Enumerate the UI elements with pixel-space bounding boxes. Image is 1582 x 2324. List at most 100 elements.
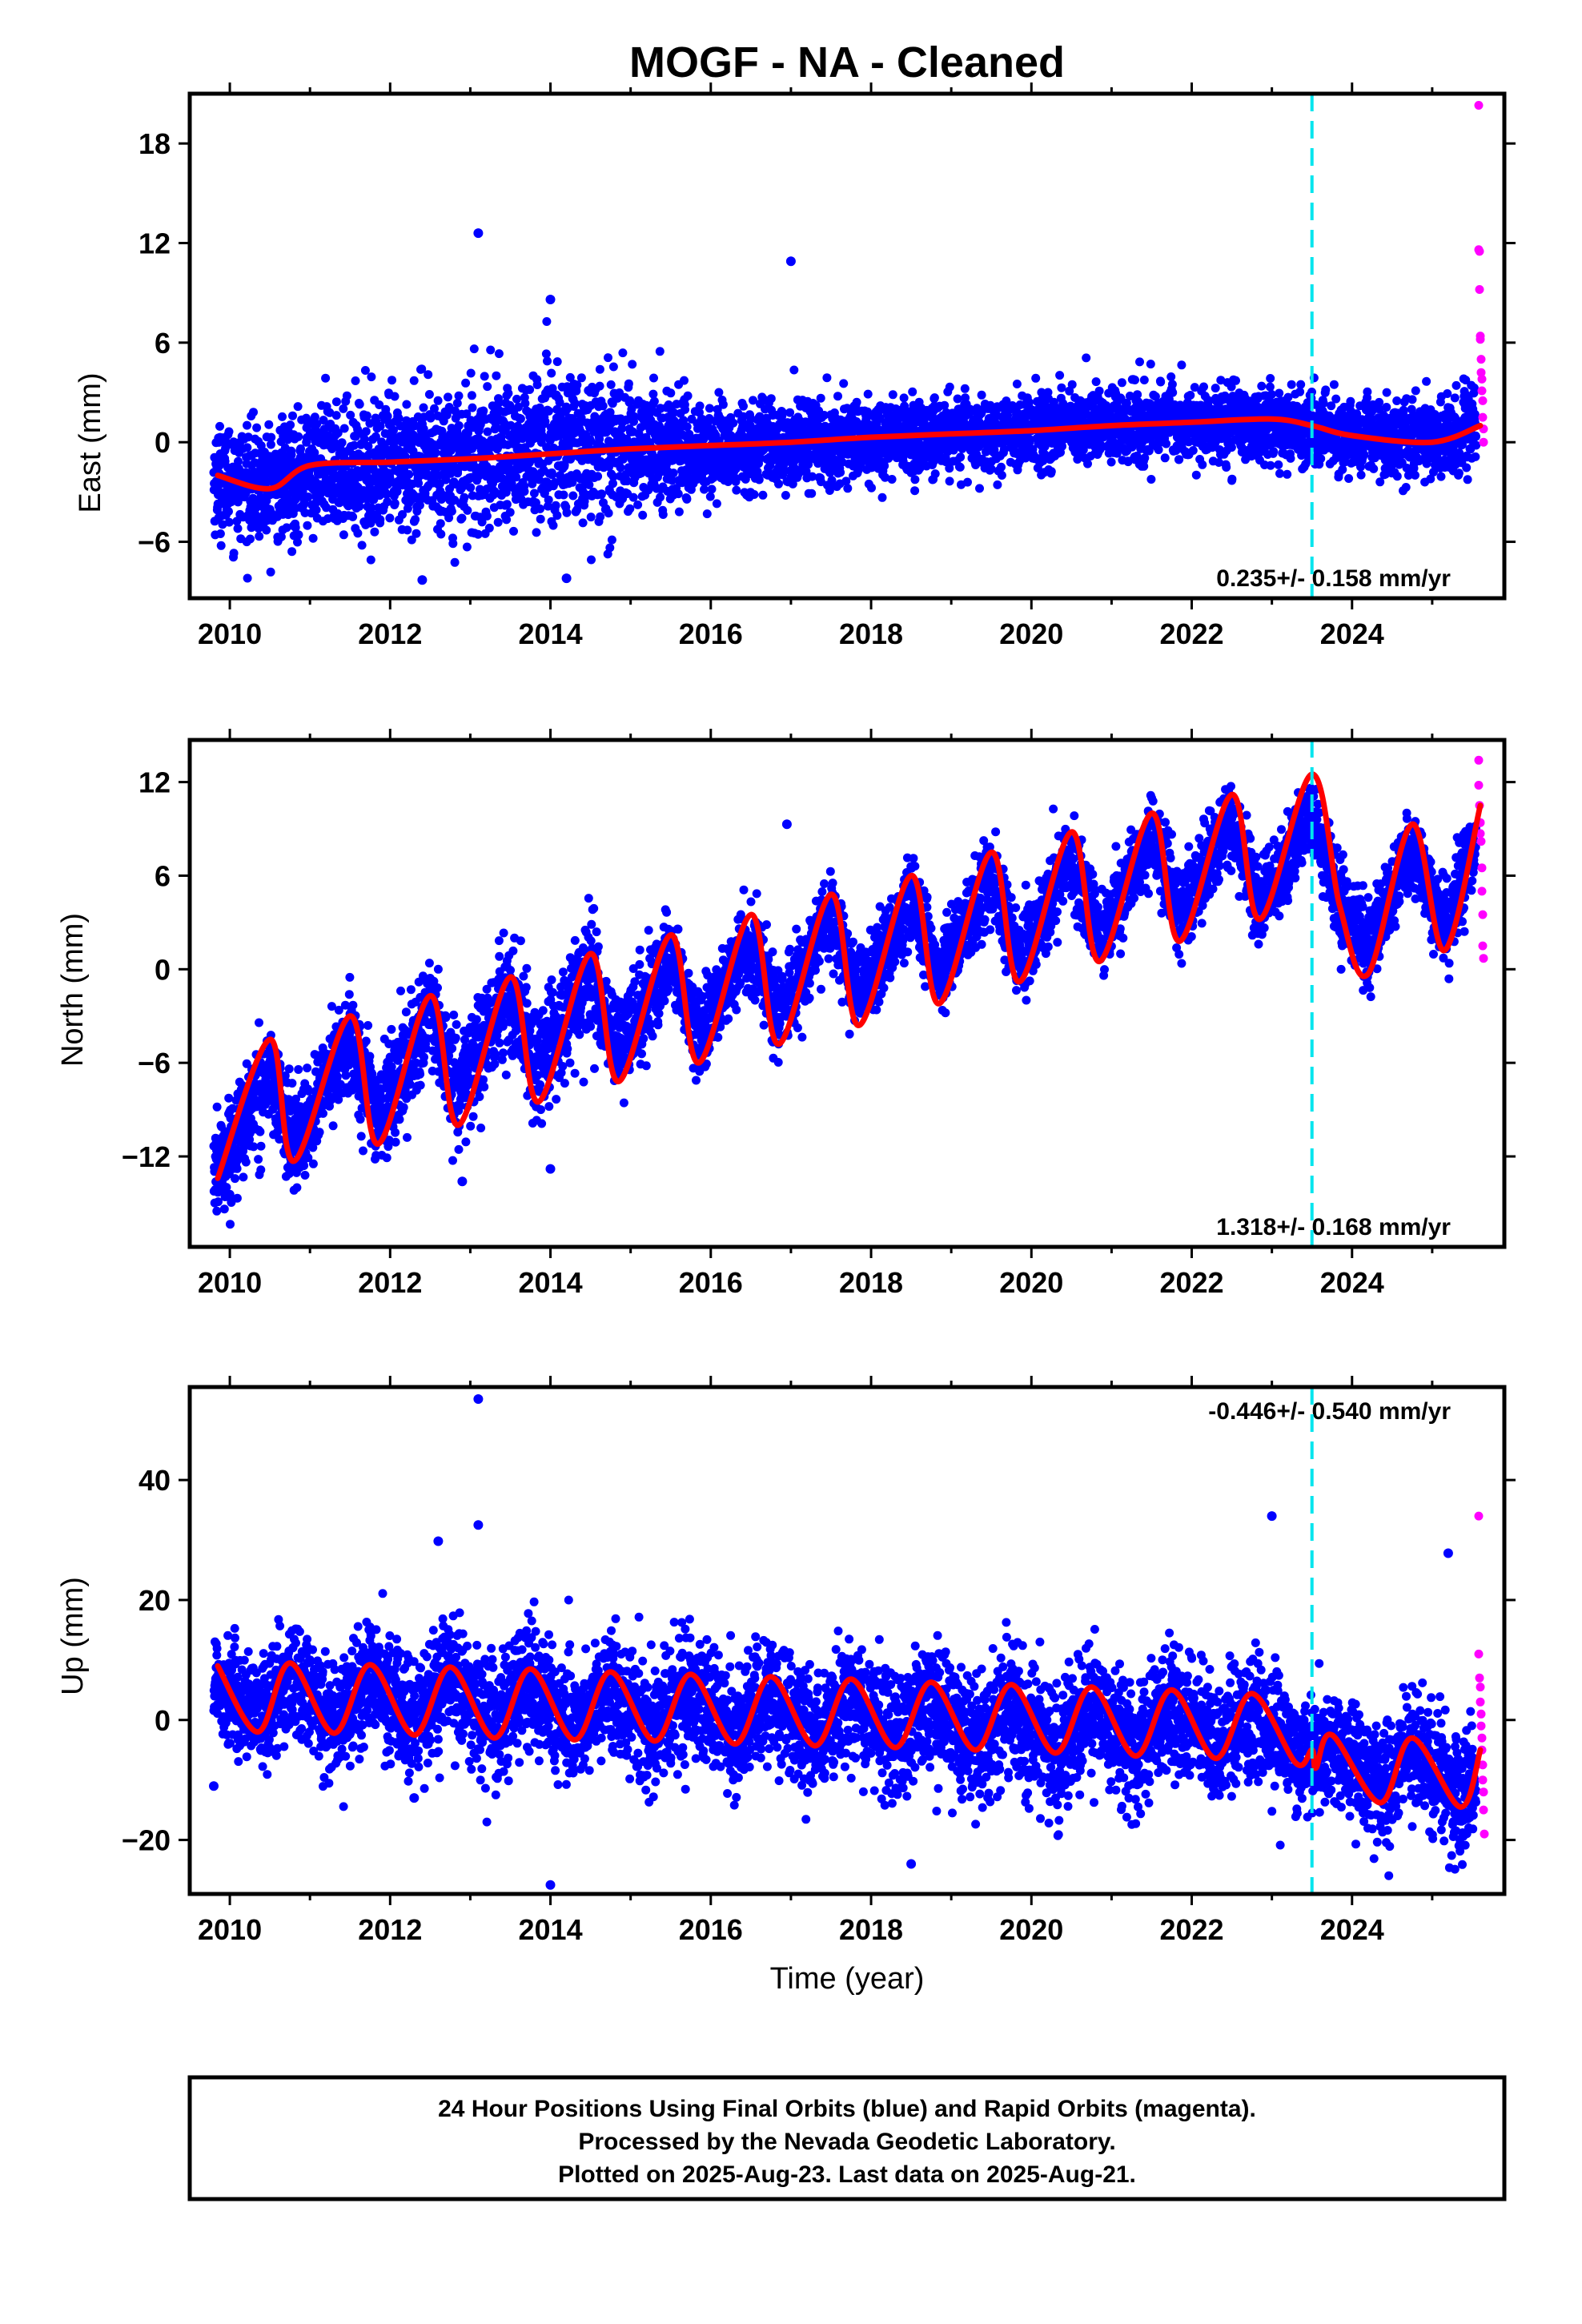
final-orbit-point [294,530,303,540]
final-orbit-point [1130,376,1139,384]
final-orbit-point [409,376,419,385]
final-orbit-point [467,391,476,400]
final-orbit-point [322,503,331,513]
final-orbit-point [466,483,476,493]
final-orbit-point [484,523,494,533]
final-orbit-point [707,485,717,494]
final-orbit-point [424,370,433,380]
final-orbit-point [555,398,564,407]
final-orbit-point [1057,383,1066,392]
final-orbit-point [300,508,310,517]
final-orbit-point [598,401,608,411]
final-orbit-point [355,400,364,409]
final-orbit-point [638,510,648,520]
final-orbit-point [276,532,286,541]
final-orbit-point [1188,446,1198,455]
final-orbit-point [398,510,407,519]
final-orbit-point [360,366,370,375]
final-orbit-point [387,376,396,385]
final-orbit-point [291,523,300,533]
final-orbit-point [331,411,341,420]
final-orbit-point [785,408,795,417]
final-orbit-point [243,573,252,583]
final-orbit-point [1139,376,1149,384]
final-orbit-point [482,511,492,521]
final-orbit-point [342,391,351,400]
final-orbit-point [781,491,790,500]
final-orbit-point [492,371,501,380]
final-orbit-point [1269,447,1279,456]
final-orbit-point [466,368,476,378]
final-orbit-point [486,345,496,355]
final-orbit-point [1222,463,1231,472]
final-orbit-point [234,456,243,466]
final-orbit-point [457,513,467,523]
final-orbit-point [544,495,553,505]
final-orbit-point [483,382,492,392]
final-orbit-point [282,523,291,533]
final-orbit-point [296,444,305,453]
final-orbit-point [444,513,454,523]
final-orbit-point [618,348,628,358]
final-orbit-point [504,459,513,468]
final-orbit-point [565,372,575,382]
final-orbit-point [758,490,768,500]
east-y-axis-label: East (mm) [74,372,107,513]
final-orbit-point [552,357,562,367]
final-orbit-point [452,399,462,408]
final-orbit-point [473,529,483,539]
final-orbit-point [673,489,683,499]
final-orbit-point [649,396,659,406]
final-orbit-point [777,408,787,416]
final-orbit-point [509,526,518,536]
final-orbit-point [375,400,384,409]
final-orbit-point [349,440,359,450]
final-orbit-point [548,521,558,530]
final-orbit-point [385,474,395,484]
final-orbit-point [1356,470,1366,480]
final-orbit-point [729,418,738,428]
final-orbit-point [568,491,578,501]
final-orbit-point [596,512,605,521]
final-orbit-point [1046,467,1056,476]
final-orbit-point [464,428,472,438]
final-orbit-point [410,421,420,431]
final-orbit-point [351,432,360,441]
final-orbit-point [1283,469,1292,479]
final-orbit-point [494,349,504,359]
final-orbit-point [431,448,440,457]
final-orbit-point [441,475,451,485]
final-orbit-point [246,534,255,544]
final-orbit-point [267,432,276,442]
final-orbit-point [375,515,385,525]
final-orbit-point [1344,474,1354,483]
final-orbit-point [616,463,625,472]
final-orbit-point [520,487,529,497]
final-orbit-point [264,420,274,429]
final-orbit-point [331,397,341,407]
final-orbit-point [308,533,318,543]
final-orbit-point [1117,378,1126,388]
final-orbit-point [447,506,456,516]
final-orbit-point [977,390,986,400]
final-orbit-point [953,394,962,404]
final-orbit-point [580,497,589,506]
final-orbit-point [1146,360,1155,369]
final-orbit-point [1177,360,1186,370]
final-orbit-point [457,441,467,451]
final-orbit-point [1267,390,1276,399]
final-orbit-point [375,421,385,431]
final-orbit-point [417,364,427,374]
final-orbit-point [807,489,817,498]
final-orbit-point [404,469,414,479]
final-orbit-point [852,397,861,407]
final-orbit-point [303,521,312,530]
final-orbit-point [649,373,658,383]
final-orbit-point [520,399,530,408]
final-orbit-point [595,364,604,374]
final-orbit-point [552,511,562,521]
final-orbit-point [540,416,550,426]
final-orbit-point [1012,380,1022,388]
final-orbit-point [543,501,552,511]
